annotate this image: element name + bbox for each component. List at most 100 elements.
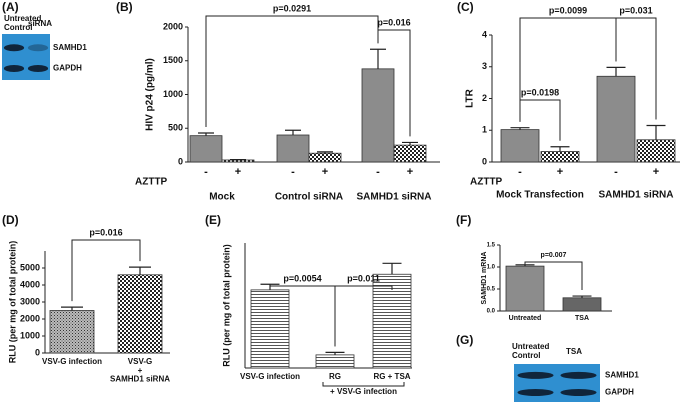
x-tick-label: + xyxy=(235,166,241,178)
y-tick-label: 2000 xyxy=(20,313,40,323)
lane-label: siRNA xyxy=(28,19,52,28)
error-bar xyxy=(325,351,345,355)
y-tick-label: 4 xyxy=(482,29,487,39)
error-bar xyxy=(606,66,626,77)
p-value: p=0.011 xyxy=(347,273,380,283)
blot-image xyxy=(514,364,600,402)
y-tick-label: 1.0 xyxy=(487,265,496,271)
panel-label: (A) xyxy=(2,0,19,14)
bar xyxy=(505,265,545,312)
error-bar xyxy=(317,151,333,154)
x-tick-label: RG xyxy=(329,372,341,381)
p-value: p=0.0198 xyxy=(521,87,559,97)
row-label: AZTTP xyxy=(470,177,503,188)
p-value: p=0.0291 xyxy=(273,3,311,13)
significance-bracket xyxy=(519,99,561,141)
error-bar xyxy=(198,132,214,136)
bar xyxy=(562,297,602,312)
y-tick-label: 2000 xyxy=(163,21,183,31)
x-tick-label: + xyxy=(653,166,659,178)
y-axis-title: HIV p24 (pg/ml) xyxy=(145,58,156,131)
x-tick-label: Untreated xyxy=(509,315,542,322)
band xyxy=(560,389,597,396)
x-tick-label: VSV-G + SAMHD1 siRNA xyxy=(110,357,170,384)
lane-label: TSA xyxy=(566,347,582,356)
x-tick-label: VSV-G infection xyxy=(240,372,300,381)
error-bar xyxy=(285,129,301,135)
significance-bracket xyxy=(524,261,583,291)
band xyxy=(517,371,554,379)
band xyxy=(27,65,49,72)
y-tick-label: 0 xyxy=(35,347,40,357)
panel-label: (D) xyxy=(2,213,19,227)
y-tick-label: 2 xyxy=(482,93,487,103)
y-tick-label: 1000 xyxy=(20,330,40,340)
y-tick-label: 0.5 xyxy=(487,287,496,293)
p-value: p=0.0054 xyxy=(283,273,321,283)
x-tick-label: RG + TSA xyxy=(373,372,410,381)
bar xyxy=(500,129,540,163)
bar xyxy=(189,135,223,163)
band-label: SAMHD1 xyxy=(53,43,87,52)
bar xyxy=(308,152,342,163)
error-bar xyxy=(550,146,570,152)
significance-bracket xyxy=(71,239,141,302)
p-value: p=0.031 xyxy=(619,5,652,15)
x-tick-label: - xyxy=(204,166,208,178)
x-tick-label: + xyxy=(407,166,413,178)
bar xyxy=(361,68,395,163)
bar xyxy=(540,151,580,163)
band-label: GAPDH xyxy=(53,64,82,73)
significance-bracket xyxy=(334,285,393,347)
band xyxy=(517,389,554,396)
x-tick-label: VSV-G infection xyxy=(42,357,102,366)
y-tick-label: 5000 xyxy=(20,262,40,272)
y-axis-title: LTR xyxy=(465,88,476,107)
group-label: SAMHD1 siRNA xyxy=(356,192,431,203)
y-axis-title: SAMHD1 mRNA xyxy=(481,252,488,305)
error-bar xyxy=(572,295,592,298)
row-label: AZTTP xyxy=(135,177,168,188)
error-bar xyxy=(129,266,151,275)
error-bar xyxy=(370,48,386,69)
x-tick-label: - xyxy=(376,166,380,178)
bar xyxy=(250,289,290,369)
panel-label: (F) xyxy=(456,213,471,227)
bar xyxy=(596,75,636,163)
panel-label: (B) xyxy=(116,0,133,14)
panel-label: (E) xyxy=(205,213,221,227)
y-tick-label: 3000 xyxy=(20,296,40,306)
y-tick-label: 4000 xyxy=(20,279,40,289)
x-tick-label: + xyxy=(557,166,563,178)
group-label: Mock Transfection xyxy=(496,190,584,201)
bar xyxy=(636,139,676,163)
y-tick-label: 3 xyxy=(482,61,487,71)
bar xyxy=(315,354,355,369)
x-tick-label: TSA xyxy=(575,315,589,322)
y-axis-title: RLU (per mg of total protein) xyxy=(221,244,231,367)
x-tick-label: - xyxy=(291,166,295,178)
significance-bracket xyxy=(377,29,411,137)
band xyxy=(3,65,25,72)
bar xyxy=(221,159,255,163)
x-tick-label: + xyxy=(322,166,328,178)
y-tick-label: 0 xyxy=(178,156,183,166)
error-bar xyxy=(646,124,666,140)
group-bracket xyxy=(322,382,405,387)
x-tick-label: - xyxy=(614,166,618,178)
p-value: p=0.0099 xyxy=(549,5,587,15)
band-label: GAPDH xyxy=(605,388,634,397)
band xyxy=(3,44,25,52)
band xyxy=(27,44,49,52)
y-tick-label: 1 xyxy=(482,125,487,135)
y-axis-title: RLU (per mg of total protein) xyxy=(7,241,17,364)
error-bar xyxy=(382,262,402,275)
group-label: Control siRNA xyxy=(275,192,343,203)
y-tick-label: 1.5 xyxy=(487,243,496,249)
band xyxy=(560,371,597,379)
lane-label: Untreated Control xyxy=(512,342,549,360)
band-label: SAMHD1 xyxy=(605,371,639,380)
panel-label: (G) xyxy=(456,333,473,347)
error-bar xyxy=(510,127,530,130)
p-value: p=0.007 xyxy=(541,252,567,259)
